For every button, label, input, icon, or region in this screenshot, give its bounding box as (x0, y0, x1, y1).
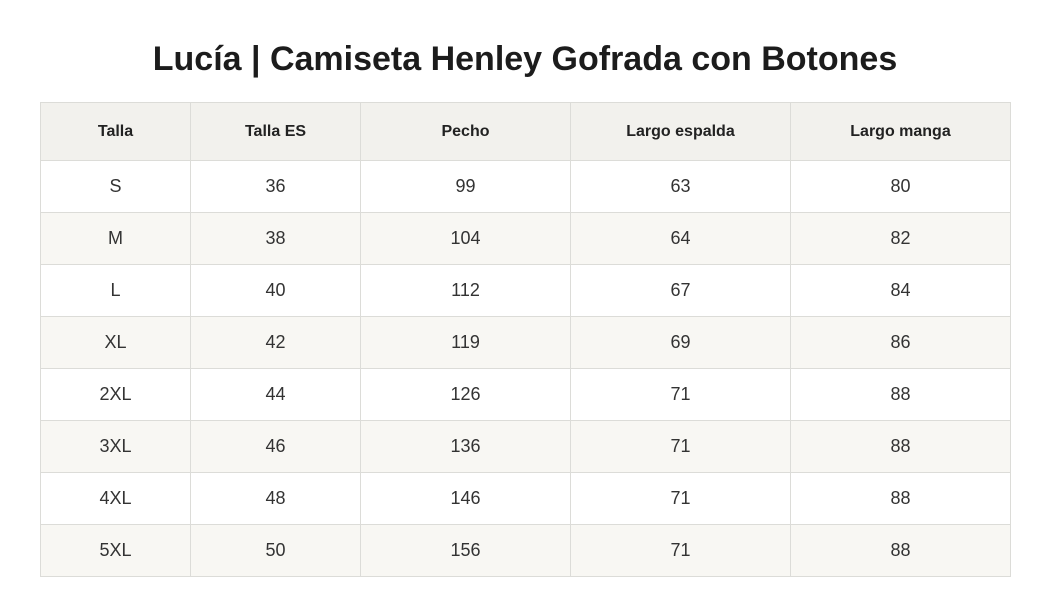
table-row: 2XL 44 126 71 88 (40, 368, 1011, 421)
cell-talla: XL (40, 316, 191, 369)
cell-talla-es: 50 (190, 524, 361, 577)
table-row: 3XL 46 136 71 88 (40, 420, 1011, 473)
cell-largo-espalda: 67 (570, 264, 791, 317)
cell-pecho: 119 (360, 316, 571, 369)
cell-pecho: 146 (360, 472, 571, 525)
cell-pecho: 126 (360, 368, 571, 421)
header-largo-manga: Largo manga (790, 102, 1011, 161)
header-largo-espalda: Largo espalda (570, 102, 791, 161)
cell-talla: M (40, 212, 191, 265)
page-title: Lucía | Camiseta Henley Gofrada con Boto… (152, 40, 898, 78)
table-row: XL 42 119 69 86 (40, 316, 1011, 369)
cell-largo-espalda: 63 (570, 160, 791, 213)
cell-pecho: 156 (360, 524, 571, 577)
table-header-row: Talla Talla ES Pecho Largo espalda Largo… (40, 102, 1011, 161)
cell-largo-manga: 88 (790, 472, 1011, 525)
cell-largo-manga: 84 (790, 264, 1011, 317)
cell-largo-espalda: 69 (570, 316, 791, 369)
table-row: 4XL 48 146 71 88 (40, 472, 1011, 525)
cell-largo-espalda: 71 (570, 524, 791, 577)
table-row: M 38 104 64 82 (40, 212, 1011, 265)
cell-largo-manga: 88 (790, 524, 1011, 577)
header-talla: Talla (40, 102, 191, 161)
cell-pecho: 112 (360, 264, 571, 317)
cell-largo-manga: 88 (790, 368, 1011, 421)
cell-pecho: 99 (360, 160, 571, 213)
cell-talla-es: 48 (190, 472, 361, 525)
cell-talla-es: 38 (190, 212, 361, 265)
table-row: 5XL 50 156 71 88 (40, 524, 1011, 577)
cell-talla-es: 42 (190, 316, 361, 369)
cell-talla-es: 46 (190, 420, 361, 473)
cell-talla-es: 36 (190, 160, 361, 213)
cell-talla: 5XL (40, 524, 191, 577)
cell-largo-manga: 86 (790, 316, 1011, 369)
size-chart-table: Talla Talla ES Pecho Largo espalda Largo… (40, 102, 1011, 577)
cell-largo-espalda: 71 (570, 420, 791, 473)
cell-pecho: 104 (360, 212, 571, 265)
table-row: L 40 112 67 84 (40, 264, 1011, 317)
cell-talla: 4XL (40, 472, 191, 525)
cell-talla: 2XL (40, 368, 191, 421)
cell-talla: L (40, 264, 191, 317)
cell-talla-es: 44 (190, 368, 361, 421)
header-pecho: Pecho (360, 102, 571, 161)
cell-largo-espalda: 64 (570, 212, 791, 265)
cell-largo-espalda: 71 (570, 472, 791, 525)
cell-talla-es: 40 (190, 264, 361, 317)
cell-talla: S (40, 160, 191, 213)
cell-largo-espalda: 71 (570, 368, 791, 421)
header-talla-es: Talla ES (190, 102, 361, 161)
cell-talla: 3XL (40, 420, 191, 473)
cell-largo-manga: 80 (790, 160, 1011, 213)
cell-largo-manga: 82 (790, 212, 1011, 265)
cell-largo-manga: 88 (790, 420, 1011, 473)
table-row: S 36 99 63 80 (40, 160, 1011, 213)
cell-pecho: 136 (360, 420, 571, 473)
